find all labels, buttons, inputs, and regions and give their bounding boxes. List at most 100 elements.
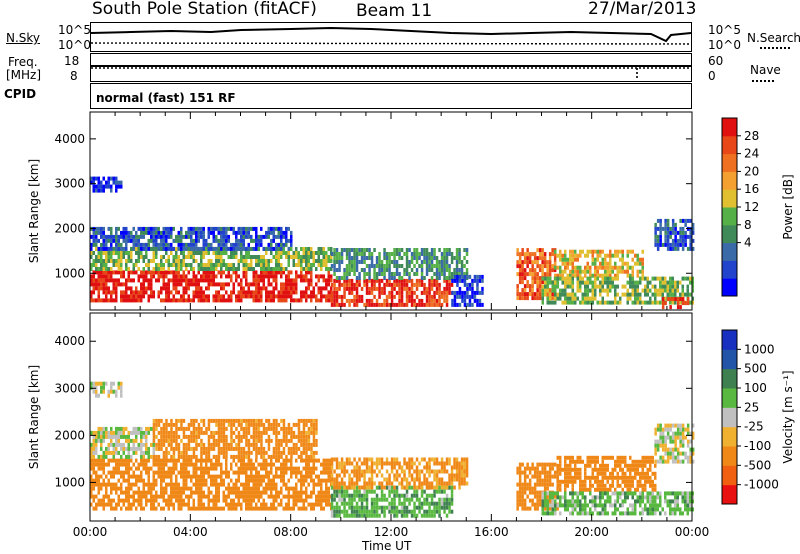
data-cell <box>215 255 218 259</box>
data-cell <box>338 473 341 478</box>
data-cell <box>210 442 213 447</box>
data-cell <box>147 430 150 435</box>
data-cell <box>435 290 439 295</box>
data-cell <box>348 505 351 510</box>
data-cell <box>90 263 93 267</box>
data-cell <box>297 298 300 303</box>
data-cell <box>117 426 120 431</box>
data-cell <box>471 286 474 291</box>
data-cell <box>348 260 351 264</box>
data-cell <box>105 274 108 279</box>
data-cell <box>320 263 323 267</box>
data-cell <box>646 292 649 297</box>
data-cell <box>345 457 349 462</box>
data-cell <box>90 494 93 499</box>
data-cell <box>631 280 634 285</box>
data-cell <box>378 286 381 291</box>
data-cell <box>353 248 356 252</box>
data-cell <box>100 263 103 267</box>
data-cell <box>335 461 339 466</box>
data-cell <box>679 230 682 235</box>
data-cell <box>177 290 180 295</box>
data-cell <box>125 454 128 459</box>
data-cell <box>200 294 203 299</box>
data-cell <box>285 470 288 475</box>
data-cell <box>122 290 125 295</box>
data-cell <box>270 482 273 487</box>
data-cell <box>292 282 295 287</box>
data-cell <box>180 234 183 239</box>
data-cell <box>277 234 280 239</box>
data-cell <box>307 474 310 479</box>
data-cell <box>172 458 175 463</box>
data-cell <box>167 270 170 275</box>
data-cell <box>290 247 293 251</box>
data-cell <box>360 294 364 299</box>
data-cell <box>275 458 278 463</box>
data-cell <box>247 230 250 235</box>
data-cell <box>267 462 270 467</box>
data-cell <box>272 454 276 459</box>
data-cell <box>664 288 667 293</box>
data-cell <box>343 286 346 291</box>
data-cell <box>338 294 341 299</box>
data-cell <box>317 286 320 291</box>
data-cell <box>636 300 639 305</box>
data-cell <box>343 268 346 272</box>
data-cell <box>215 226 218 231</box>
data-cell <box>127 470 130 475</box>
data-cell <box>338 513 341 518</box>
data-cell <box>130 259 133 263</box>
data-cell <box>182 454 186 459</box>
data-cell <box>220 418 223 423</box>
data-cell <box>335 278 339 283</box>
data-cell <box>202 502 205 507</box>
data-cell <box>395 252 399 256</box>
data-cell <box>576 284 579 289</box>
data-cell <box>571 257 574 262</box>
data-cell <box>152 294 155 299</box>
data-cell <box>423 477 426 482</box>
data-cell <box>132 298 135 303</box>
data-cell <box>260 267 263 271</box>
data-cell <box>531 292 534 297</box>
data-cell <box>285 267 288 271</box>
data-cell <box>609 280 612 285</box>
data-cell <box>390 469 394 474</box>
data-cell <box>330 485 334 490</box>
data-cell <box>586 276 589 281</box>
data-cell <box>634 280 637 285</box>
data-cell <box>152 462 155 467</box>
data-cell <box>180 230 183 235</box>
data-cell <box>611 265 614 270</box>
data-cell <box>433 264 436 268</box>
data-cell <box>456 274 459 279</box>
data-cell <box>383 461 386 466</box>
data-cell <box>160 458 163 463</box>
data-cell <box>388 481 391 486</box>
data-cell <box>125 426 128 431</box>
data-cell <box>255 490 258 495</box>
data-cell <box>280 226 283 231</box>
data-cell <box>343 290 346 295</box>
data-cell <box>380 272 384 276</box>
data-cell <box>165 502 168 507</box>
data-cell <box>157 466 160 471</box>
nave-tick-bottom: 0 <box>708 69 716 83</box>
data-cell <box>358 509 361 514</box>
data-cell <box>400 286 404 291</box>
data-cell <box>425 501 429 506</box>
data-cell <box>420 268 424 272</box>
data-cell <box>691 284 694 289</box>
data-cell <box>197 474 200 479</box>
data-cell <box>280 290 283 295</box>
data-cell <box>105 454 108 459</box>
data-cell <box>468 274 472 279</box>
data-cell <box>120 442 123 447</box>
data-cell <box>554 284 557 289</box>
data-cell <box>147 259 150 263</box>
data-cell <box>443 278 446 283</box>
data-cell <box>684 301 687 306</box>
data-cell <box>137 259 140 263</box>
data-cell <box>548 252 552 257</box>
